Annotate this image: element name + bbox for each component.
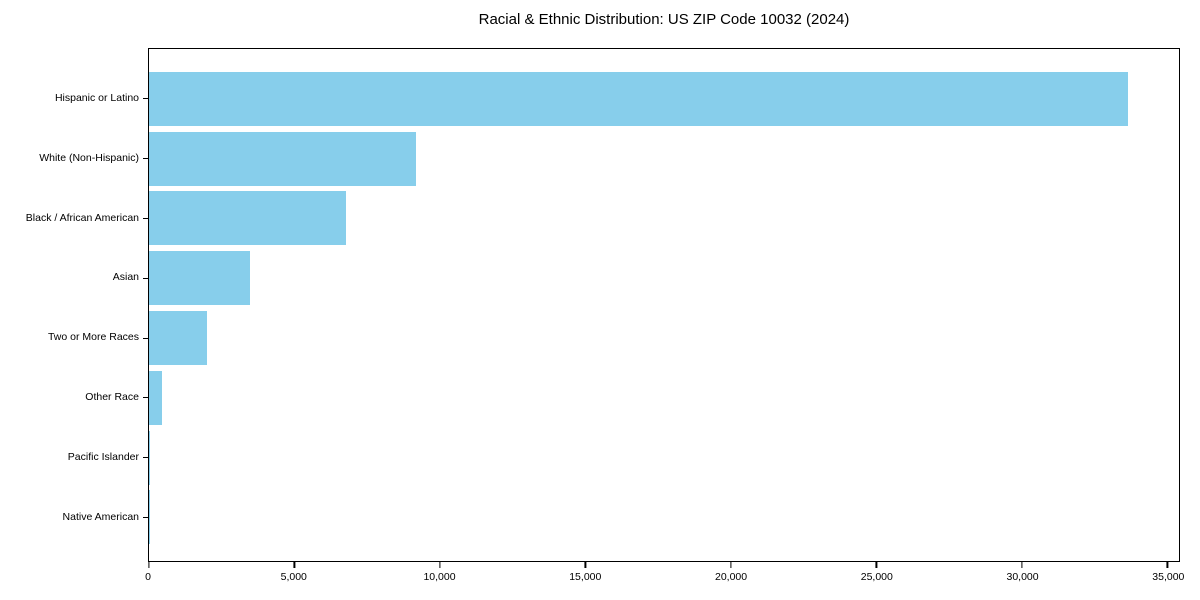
bar-row [149, 129, 1179, 189]
x-axis-tick-mark [730, 562, 732, 568]
y-axis-category-label: Two or More Races [47, 331, 139, 344]
x-axis-tick-label: 10,000 [423, 571, 456, 583]
bar [149, 71, 1129, 126]
x-axis-tick-mark [875, 562, 877, 568]
y-axis-category-label: Asian [112, 271, 139, 284]
x-axis-tick-mark [584, 562, 587, 568]
bar [149, 430, 150, 485]
bar-row [149, 69, 1179, 129]
x-axis-tick-mark [439, 562, 441, 568]
bar [149, 131, 417, 186]
y-axis-category-label: Native American [62, 510, 139, 523]
x-axis-tick-label: 25,000 [860, 571, 893, 583]
x-axis-tick-label: 0 [145, 571, 151, 583]
y-axis-category-label: Other Race [85, 390, 139, 403]
y-axis-tick-mark [143, 337, 149, 339]
x-axis-tick-mark [148, 562, 150, 568]
y-axis-tick-mark [143, 516, 149, 519]
bar-row [149, 189, 1179, 249]
y-axis-tick-mark [143, 98, 149, 100]
bar [149, 251, 250, 306]
bars-container [149, 69, 1179, 547]
bar-row [149, 428, 1179, 488]
bar [149, 311, 208, 366]
bar-row [149, 248, 1179, 308]
x-axis-tick-label: 20,000 [714, 571, 748, 583]
bar [149, 370, 163, 425]
x-axis-tick-label: 15,000 [569, 571, 602, 583]
x-axis-tick-label: 5,000 [280, 571, 307, 583]
y-axis-tick-mark [143, 217, 149, 220]
bar-row [149, 488, 1179, 548]
y-axis-category-label: Pacific Islander [67, 450, 139, 463]
y-axis-category-label: White (Non-Hispanic) [39, 151, 139, 164]
bar [149, 191, 347, 246]
y-axis-tick-mark [143, 277, 149, 279]
y-axis-category-label: Hispanic or Latino [54, 91, 139, 104]
x-axis-tick-mark [1021, 562, 1023, 568]
x-axis-tick-label: 35,000 [1152, 571, 1185, 583]
bar-row [149, 368, 1179, 428]
y-axis-tick-mark [143, 457, 149, 459]
plot-area [143, 48, 1180, 568]
x-axis-tick-mark [1166, 562, 1168, 568]
y-axis-tick-mark [143, 397, 149, 399]
y-axis-tick-mark [143, 158, 149, 160]
x-axis-tick-mark [293, 562, 296, 568]
chart-title: Racial & Ethnic Distribution: US ZIP Cod… [478, 11, 850, 28]
bar-row [149, 308, 1179, 368]
x-axis-tick-label: 30,000 [1006, 571, 1039, 583]
y-axis-category-label: Black / African American [25, 211, 139, 224]
